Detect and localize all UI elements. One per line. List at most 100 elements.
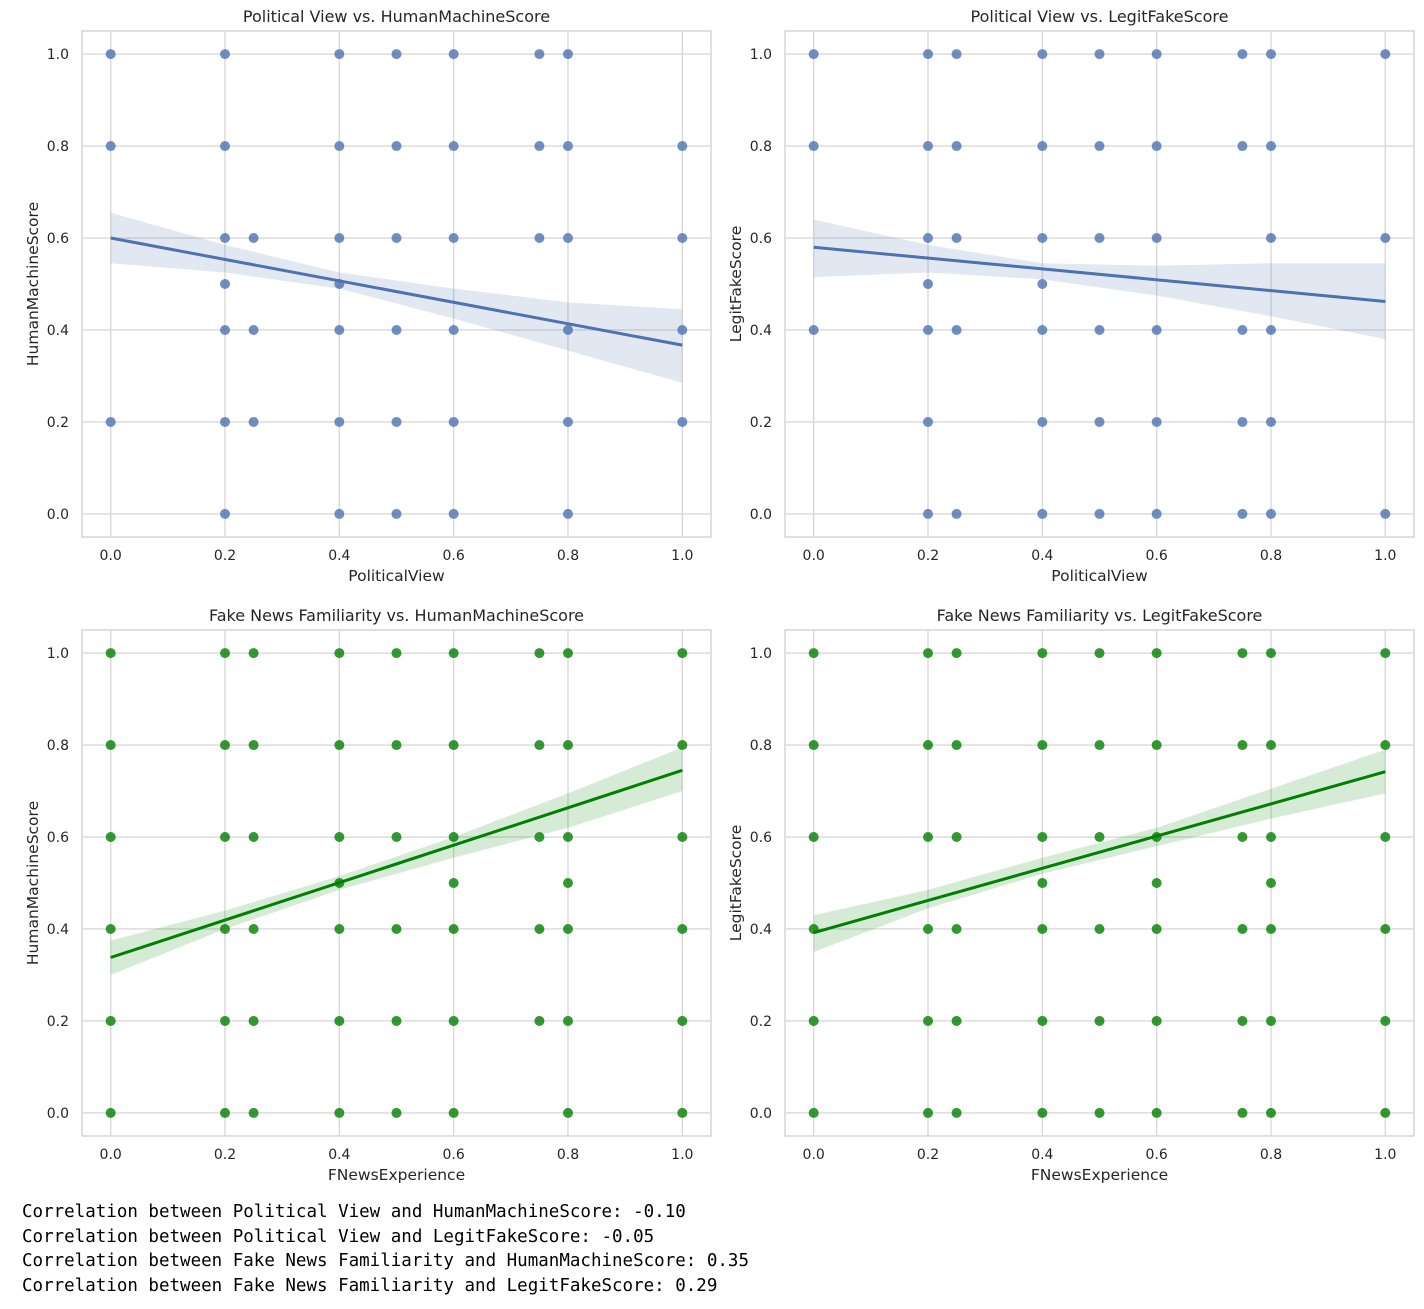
data-point <box>1094 1015 1105 1026</box>
data-point <box>677 416 688 427</box>
y-tick-label: 1.0 <box>47 646 69 662</box>
data-point <box>105 141 116 152</box>
data-point <box>562 1015 573 1026</box>
x-tick-label: 0.6 <box>443 1147 465 1163</box>
data-point <box>1237 141 1248 152</box>
y-tick-label: 1.0 <box>750 47 772 63</box>
data-point <box>562 1107 573 1118</box>
y-tick-label: 0.4 <box>750 922 772 938</box>
chart-panel-4: 0.0 0.2 0.4 0.6 0.8 1.0 0.0 0.2 0.4 0.6 0.8 1.0 Fake… <box>727 606 1415 1184</box>
data-point <box>391 324 402 335</box>
data-point <box>1380 832 1391 843</box>
data-point <box>1094 832 1105 843</box>
data-point <box>334 233 345 244</box>
y-tick-label: 0.2 <box>750 415 772 431</box>
data-point <box>534 49 545 60</box>
data-point <box>923 1015 934 1026</box>
data-point <box>334 648 345 659</box>
data-point <box>951 508 962 519</box>
data-point <box>391 1107 402 1118</box>
data-point <box>808 1015 819 1026</box>
data-point <box>220 508 231 519</box>
data-point <box>808 648 819 659</box>
data-point <box>105 1107 116 1118</box>
y-tick-label: 0.8 <box>47 738 69 754</box>
x-tick-label: 0.4 <box>328 1147 350 1163</box>
y-tick-label: 0.0 <box>47 1106 69 1122</box>
data-point <box>923 740 934 751</box>
data-point <box>248 832 259 843</box>
x-tick-label: 1.0 <box>1374 1147 1396 1163</box>
y-tick-label: 0.6 <box>750 830 772 846</box>
data-point <box>534 740 545 751</box>
data-point <box>391 923 402 934</box>
data-point <box>448 878 459 888</box>
data-point <box>1151 324 1162 335</box>
data-point <box>1151 49 1162 60</box>
data-point <box>1037 324 1048 335</box>
data-point <box>1265 1107 1276 1118</box>
data-point <box>1237 923 1248 934</box>
y-tick-label: 0.8 <box>47 139 69 155</box>
data-point <box>1380 49 1391 60</box>
data-point <box>677 832 688 843</box>
data-point <box>220 1015 231 1026</box>
data-point <box>334 923 345 934</box>
data-point <box>1237 324 1248 335</box>
data-point <box>1265 141 1276 152</box>
chart-panel-1: 0.0 0.2 0.4 0.6 0.8 1.0 0.0 0.2 0.4 0.6 0.8 1.0 Poli… <box>24 7 712 585</box>
data-point <box>448 324 459 335</box>
data-point <box>248 740 259 751</box>
data-point <box>1237 648 1248 659</box>
data-point <box>951 832 962 843</box>
y-tick-label: 0.0 <box>47 507 69 523</box>
x-axis-label: PoliticalView <box>1051 567 1148 585</box>
data-point <box>1265 508 1276 519</box>
data-point <box>951 324 962 335</box>
data-point <box>1380 648 1391 659</box>
data-point <box>1037 279 1048 289</box>
data-point <box>1151 648 1162 659</box>
data-point <box>1265 832 1276 843</box>
x-tick-label: 0.8 <box>1260 1147 1282 1163</box>
data-point <box>808 1107 819 1118</box>
x-tick-label: 0.8 <box>1260 548 1282 564</box>
data-point <box>1265 233 1276 244</box>
data-point <box>677 233 688 244</box>
data-point <box>534 923 545 934</box>
chart-title: Fake News Familiarity vs. LegitFakeScore <box>937 606 1263 625</box>
data-point <box>1094 1107 1105 1118</box>
y-tick-label: 0.6 <box>750 231 772 247</box>
x-tick-label: 0.0 <box>803 548 825 564</box>
data-point <box>677 648 688 659</box>
data-point <box>562 923 573 934</box>
charts-figure: 0.0 0.2 0.4 0.6 0.8 1.0 0.0 0.2 0.4 0.6 0.8 1.0 Poli… <box>24 7 1415 1184</box>
y-tick-label: 0.2 <box>750 1014 772 1030</box>
data-point <box>334 1015 345 1026</box>
data-point <box>334 324 345 335</box>
data-point <box>248 324 259 335</box>
regression-line <box>813 770 1386 935</box>
data-point <box>1151 740 1162 751</box>
data-point <box>1265 923 1276 934</box>
data-point <box>1380 508 1391 519</box>
data-point <box>1037 416 1048 427</box>
y-tick-label: 0.8 <box>750 139 772 155</box>
data-point <box>105 648 116 659</box>
data-point <box>923 324 934 335</box>
data-point <box>562 233 573 244</box>
data-point <box>1094 648 1105 659</box>
data-point <box>448 648 459 659</box>
x-tick-label: 0.2 <box>917 548 939 564</box>
data-point <box>105 832 116 843</box>
data-point <box>1094 49 1105 60</box>
x-tick-label: 0.6 <box>1146 548 1168 564</box>
data-point <box>534 1015 545 1026</box>
output-line: Correlation between Fake News Familiarit… <box>22 1251 749 1272</box>
data-point <box>391 508 402 519</box>
data-point <box>1037 832 1048 843</box>
data-point <box>951 740 962 751</box>
console-output: Correlation between Political View and H… <box>22 1200 749 1298</box>
data-point <box>677 923 688 934</box>
y-tick-label: 1.0 <box>750 646 772 662</box>
